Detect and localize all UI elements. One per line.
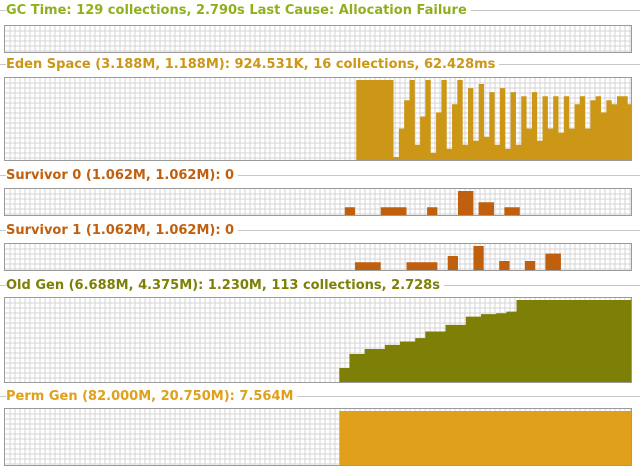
old-gen-panel: Old Gen (6.688M, 4.375M): 1.230M, 113 co…	[0, 278, 640, 386]
old-gen-title: Old Gen (6.688M, 4.375M): 1.230M, 113 co…	[6, 278, 444, 294]
survivor-0-chart	[4, 188, 632, 216]
grid	[5, 189, 631, 215]
survivor-0-separator	[0, 175, 640, 176]
survivor-1-title: Survivor 1 (1.062M, 1.062M): 0	[6, 223, 239, 239]
series-area	[356, 80, 631, 160]
grid	[5, 26, 631, 52]
survivor-0-panel: Survivor 0 (1.062M, 1.062M): 0	[0, 168, 640, 220]
gc-time-title: GC Time: 129 collections, 2.790s Last Ca…	[6, 3, 471, 19]
grid	[5, 244, 631, 270]
perm-gen-separator	[0, 396, 640, 397]
old-gen-chart	[4, 297, 632, 383]
eden-space-title: Eden Space (3.188M, 1.188M): 924.531K, 1…	[6, 57, 500, 73]
gc-time-chart	[4, 25, 632, 53]
survivor-1-panel: Survivor 1 (1.062M, 1.062M): 0	[0, 223, 640, 275]
survivor-1-chart	[4, 243, 632, 271]
series-area	[339, 411, 631, 465]
survivor-0-title: Survivor 0 (1.062M, 1.062M): 0	[6, 168, 239, 184]
perm-gen-chart	[4, 408, 632, 466]
series-area	[344, 191, 520, 215]
perm-gen-title: Perm Gen (82.000M, 20.750M): 7.564M	[6, 389, 298, 405]
survivor-1-separator	[0, 230, 640, 231]
perm-gen-panel: Perm Gen (82.000M, 20.750M): 7.564M	[0, 389, 640, 471]
gc-time-panel: GC Time: 129 collections, 2.790s Last Ca…	[0, 3, 640, 55]
eden-space-chart	[4, 77, 632, 161]
series-area	[339, 300, 631, 382]
series-area	[355, 246, 561, 270]
eden-space-panel: Eden Space (3.188M, 1.188M): 924.531K, 1…	[0, 57, 640, 165]
